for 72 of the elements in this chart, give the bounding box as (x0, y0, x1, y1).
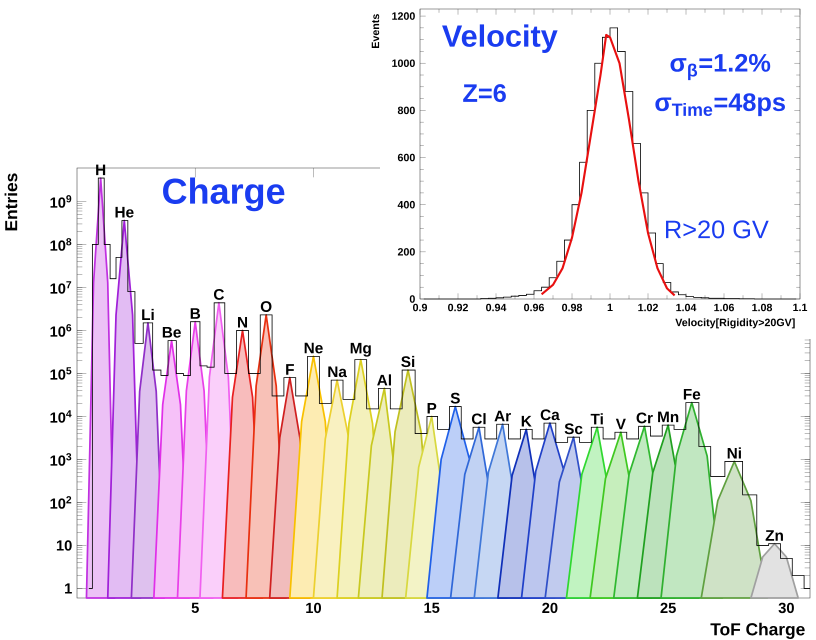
x-tick-label: 0.92 (448, 304, 468, 312)
series-label: Na (328, 366, 347, 378)
series-label: B (190, 308, 200, 319)
y-tick-label: 200 (398, 248, 415, 256)
series-label: H (96, 164, 106, 176)
y-tick-label: 1000 (392, 59, 415, 67)
x-tick-label: 1.06 (714, 304, 734, 312)
series-label: V (616, 418, 626, 430)
y-tick-label: 400 (398, 200, 415, 208)
y-tick-label: 10$^{2}$ (50, 496, 72, 509)
series-label: Cr (636, 412, 653, 424)
y-tick-label: 10$^{3}$ (50, 453, 72, 466)
annotation: σ$_{β}$=1.2% (670, 54, 770, 80)
x-tick-label: 0.96 (524, 304, 544, 312)
chart-title: Velocity (442, 24, 558, 53)
y-axis-title: Entries (4, 173, 18, 230)
series-label: P (428, 402, 436, 414)
series-label: N (238, 316, 248, 328)
x-tick-label: 30 (778, 602, 794, 614)
series-label: Ti (590, 413, 603, 424)
annotation: Z=6 (463, 84, 506, 102)
series-label: Zn (766, 530, 783, 541)
series-label: Li (142, 308, 154, 320)
y-tick-label: 800 (398, 106, 415, 114)
y-tick-label: 10$^{4}$ (50, 410, 72, 423)
y-tick-label: 10$^{5}$ (50, 367, 72, 380)
x-tick-label: 5 (192, 602, 199, 613)
series-label: Fe (684, 388, 700, 400)
y-tick-label: 10$^{7}$ (50, 281, 72, 294)
series-label: Mg (350, 342, 371, 357)
x-tick-label: 0.9 (413, 304, 428, 312)
annotation: R>20 GV (666, 220, 769, 238)
y-tick-label: 10$^{9}$ (50, 195, 72, 208)
series-label: Ar (494, 410, 511, 422)
series-label: Ni (728, 447, 741, 458)
x-tick-label: 0.94 (486, 304, 506, 312)
series-label: Be (162, 327, 181, 338)
series-label: O (260, 301, 272, 312)
series-label: Mn (658, 412, 678, 422)
series-label: Cl (472, 413, 486, 424)
x-axis-title: Velocity[Rigidity>20GV] (675, 318, 795, 328)
chart-title: Charge (163, 178, 284, 212)
x-tick-label: 1.1 (793, 304, 808, 312)
series-label: K (522, 416, 532, 426)
x-tick-label: 20 (542, 602, 558, 614)
y-axis-title: Events (372, 14, 380, 48)
x-tick-label: 1.02 (638, 304, 658, 312)
x-tick-label: 10 (306, 602, 321, 614)
x-tick-label: 0.98 (562, 304, 582, 312)
x-tick-label: 1 (608, 304, 613, 312)
x-axis-title: ToF Charge (710, 622, 805, 639)
y-tick-label: 10 (56, 540, 72, 551)
series-label: He (116, 206, 134, 218)
series-label: C (214, 289, 224, 300)
y-tick-label: 0 (410, 295, 415, 303)
y-tick-label: 1200 (392, 12, 415, 20)
y-tick-label: 600 (398, 154, 415, 162)
x-tick-label: 1.08 (752, 304, 772, 312)
annotation: σ$_{Time}$=48ps (655, 93, 785, 116)
series-label: Ne (304, 342, 323, 354)
x-tick-label: 1.04 (676, 304, 696, 312)
series-label: Al (377, 374, 391, 386)
x-tick-label: 25 (660, 602, 676, 614)
series-label: Sc (564, 423, 582, 434)
y-tick-label: 1 (65, 583, 72, 594)
y-tick-label: 10$^{8}$ (50, 238, 72, 251)
series-label: Si (401, 356, 414, 368)
x-tick-label: 15 (424, 602, 440, 613)
series-label: Ca (540, 409, 560, 420)
series-label: S (450, 392, 460, 404)
y-tick-label: 10$^{6}$ (50, 324, 72, 337)
series-label: F (286, 364, 294, 375)
